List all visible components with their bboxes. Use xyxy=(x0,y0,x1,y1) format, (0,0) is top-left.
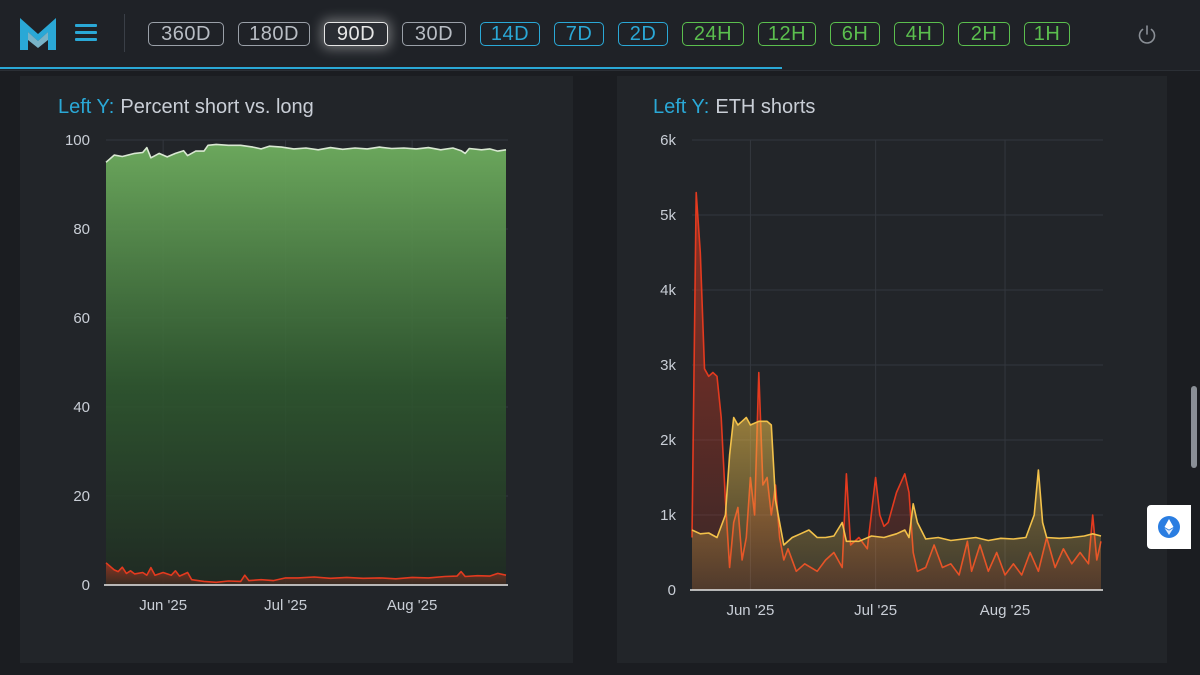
ethereum-icon xyxy=(1158,516,1180,538)
chart-title: Left Y: Percent short vs. long xyxy=(58,96,314,119)
series-line-0[interactable] xyxy=(105,143,507,163)
x-tick-label: Aug '25 xyxy=(980,602,1030,619)
logo-icon[interactable] xyxy=(18,16,58,52)
page-scrollbar[interactable] xyxy=(1188,72,1200,675)
x-tick-label: Jun '25 xyxy=(726,602,774,619)
x-tick-label: Jun '25 xyxy=(139,597,187,614)
chart-title-text: Percent short vs. long xyxy=(120,96,314,118)
range-button-360d[interactable]: 360D xyxy=(148,22,224,46)
y-tick-label: 40 xyxy=(73,399,90,416)
hamburger-icon[interactable] xyxy=(75,24,97,42)
range-button-90d[interactable]: 90D xyxy=(324,22,388,46)
x-tick-label: Jul '25 xyxy=(264,597,307,614)
page-progress-line xyxy=(0,67,782,69)
range-button-2h[interactable]: 2H xyxy=(958,22,1010,46)
range-button-4h[interactable]: 4H xyxy=(894,22,944,46)
percent-chart[interactable]: 0 20 40 60 80 100 Jun '25 Jul '25 Aug '25 xyxy=(20,76,573,663)
range-button-1h[interactable]: 1H xyxy=(1024,22,1070,46)
eth-shorts-chart[interactable]: 0 1k 2k 3k 4k 5k 6k Jun '25 Jul '25 Aug '25 xyxy=(617,76,1167,663)
y-tick-label: 20 xyxy=(73,488,90,505)
range-button-7d[interactable]: 7D xyxy=(554,22,604,46)
range-button-24h[interactable]: 24H xyxy=(682,22,744,46)
range-button-6h[interactable]: 6H xyxy=(830,22,880,46)
series-area-1 xyxy=(692,417,1101,590)
y-tick-label: 60 xyxy=(73,310,90,327)
y-tick-label: 6k xyxy=(660,132,676,149)
chart-panel-percent: Left Y: Percent short vs. long 0 20 40 60 80 1… xyxy=(20,76,573,663)
y-tick-label: 2k xyxy=(660,432,676,449)
page-scrollbar-thumb[interactable] xyxy=(1191,386,1197,468)
y-tick-label: 1k xyxy=(660,507,676,524)
series-line-1[interactable] xyxy=(105,562,507,584)
y-tick-label: 0 xyxy=(668,582,676,599)
chart-title-prefix: Left Y: xyxy=(58,96,115,118)
top-bar: 360D 180D 90D 30D 14D 7D 2D 24H 12H 6H 4H 2H 1H xyxy=(0,0,1200,71)
series-line-1[interactable] xyxy=(691,416,1102,546)
series-area-0 xyxy=(106,144,506,585)
y-tick-label: 80 xyxy=(73,221,90,238)
y-tick-label: 4k xyxy=(660,282,676,299)
x-tick-label: Jul '25 xyxy=(854,602,897,619)
range-button-2d[interactable]: 2D xyxy=(618,22,668,46)
chart-title-text: ETH shorts xyxy=(715,96,816,118)
power-icon[interactable] xyxy=(1136,24,1158,46)
y-tick-label: 0 xyxy=(82,577,90,594)
y-tick-label: 3k xyxy=(660,357,676,374)
chart-title: Left Y: ETH shorts xyxy=(653,96,815,119)
range-button-180d[interactable]: 180D xyxy=(238,22,310,46)
y-tick-label: 100 xyxy=(65,132,90,149)
range-button-30d[interactable]: 30D xyxy=(402,22,466,46)
chart-title-prefix: Left Y: xyxy=(653,96,710,118)
toolbar-divider xyxy=(124,14,125,52)
chart-panel-eth-shorts: Left Y: ETH shorts 0 1k 2k 3k 4k 5k 6k Jun '25 Ju… xyxy=(617,76,1167,663)
series-area-1 xyxy=(106,562,506,585)
y-tick-label: 5k xyxy=(660,207,676,224)
range-button-14d[interactable]: 14D xyxy=(480,22,540,46)
range-button-12h[interactable]: 12H xyxy=(758,22,816,46)
eth-floating-button[interactable] xyxy=(1147,505,1191,549)
x-tick-label: Aug '25 xyxy=(387,597,437,614)
